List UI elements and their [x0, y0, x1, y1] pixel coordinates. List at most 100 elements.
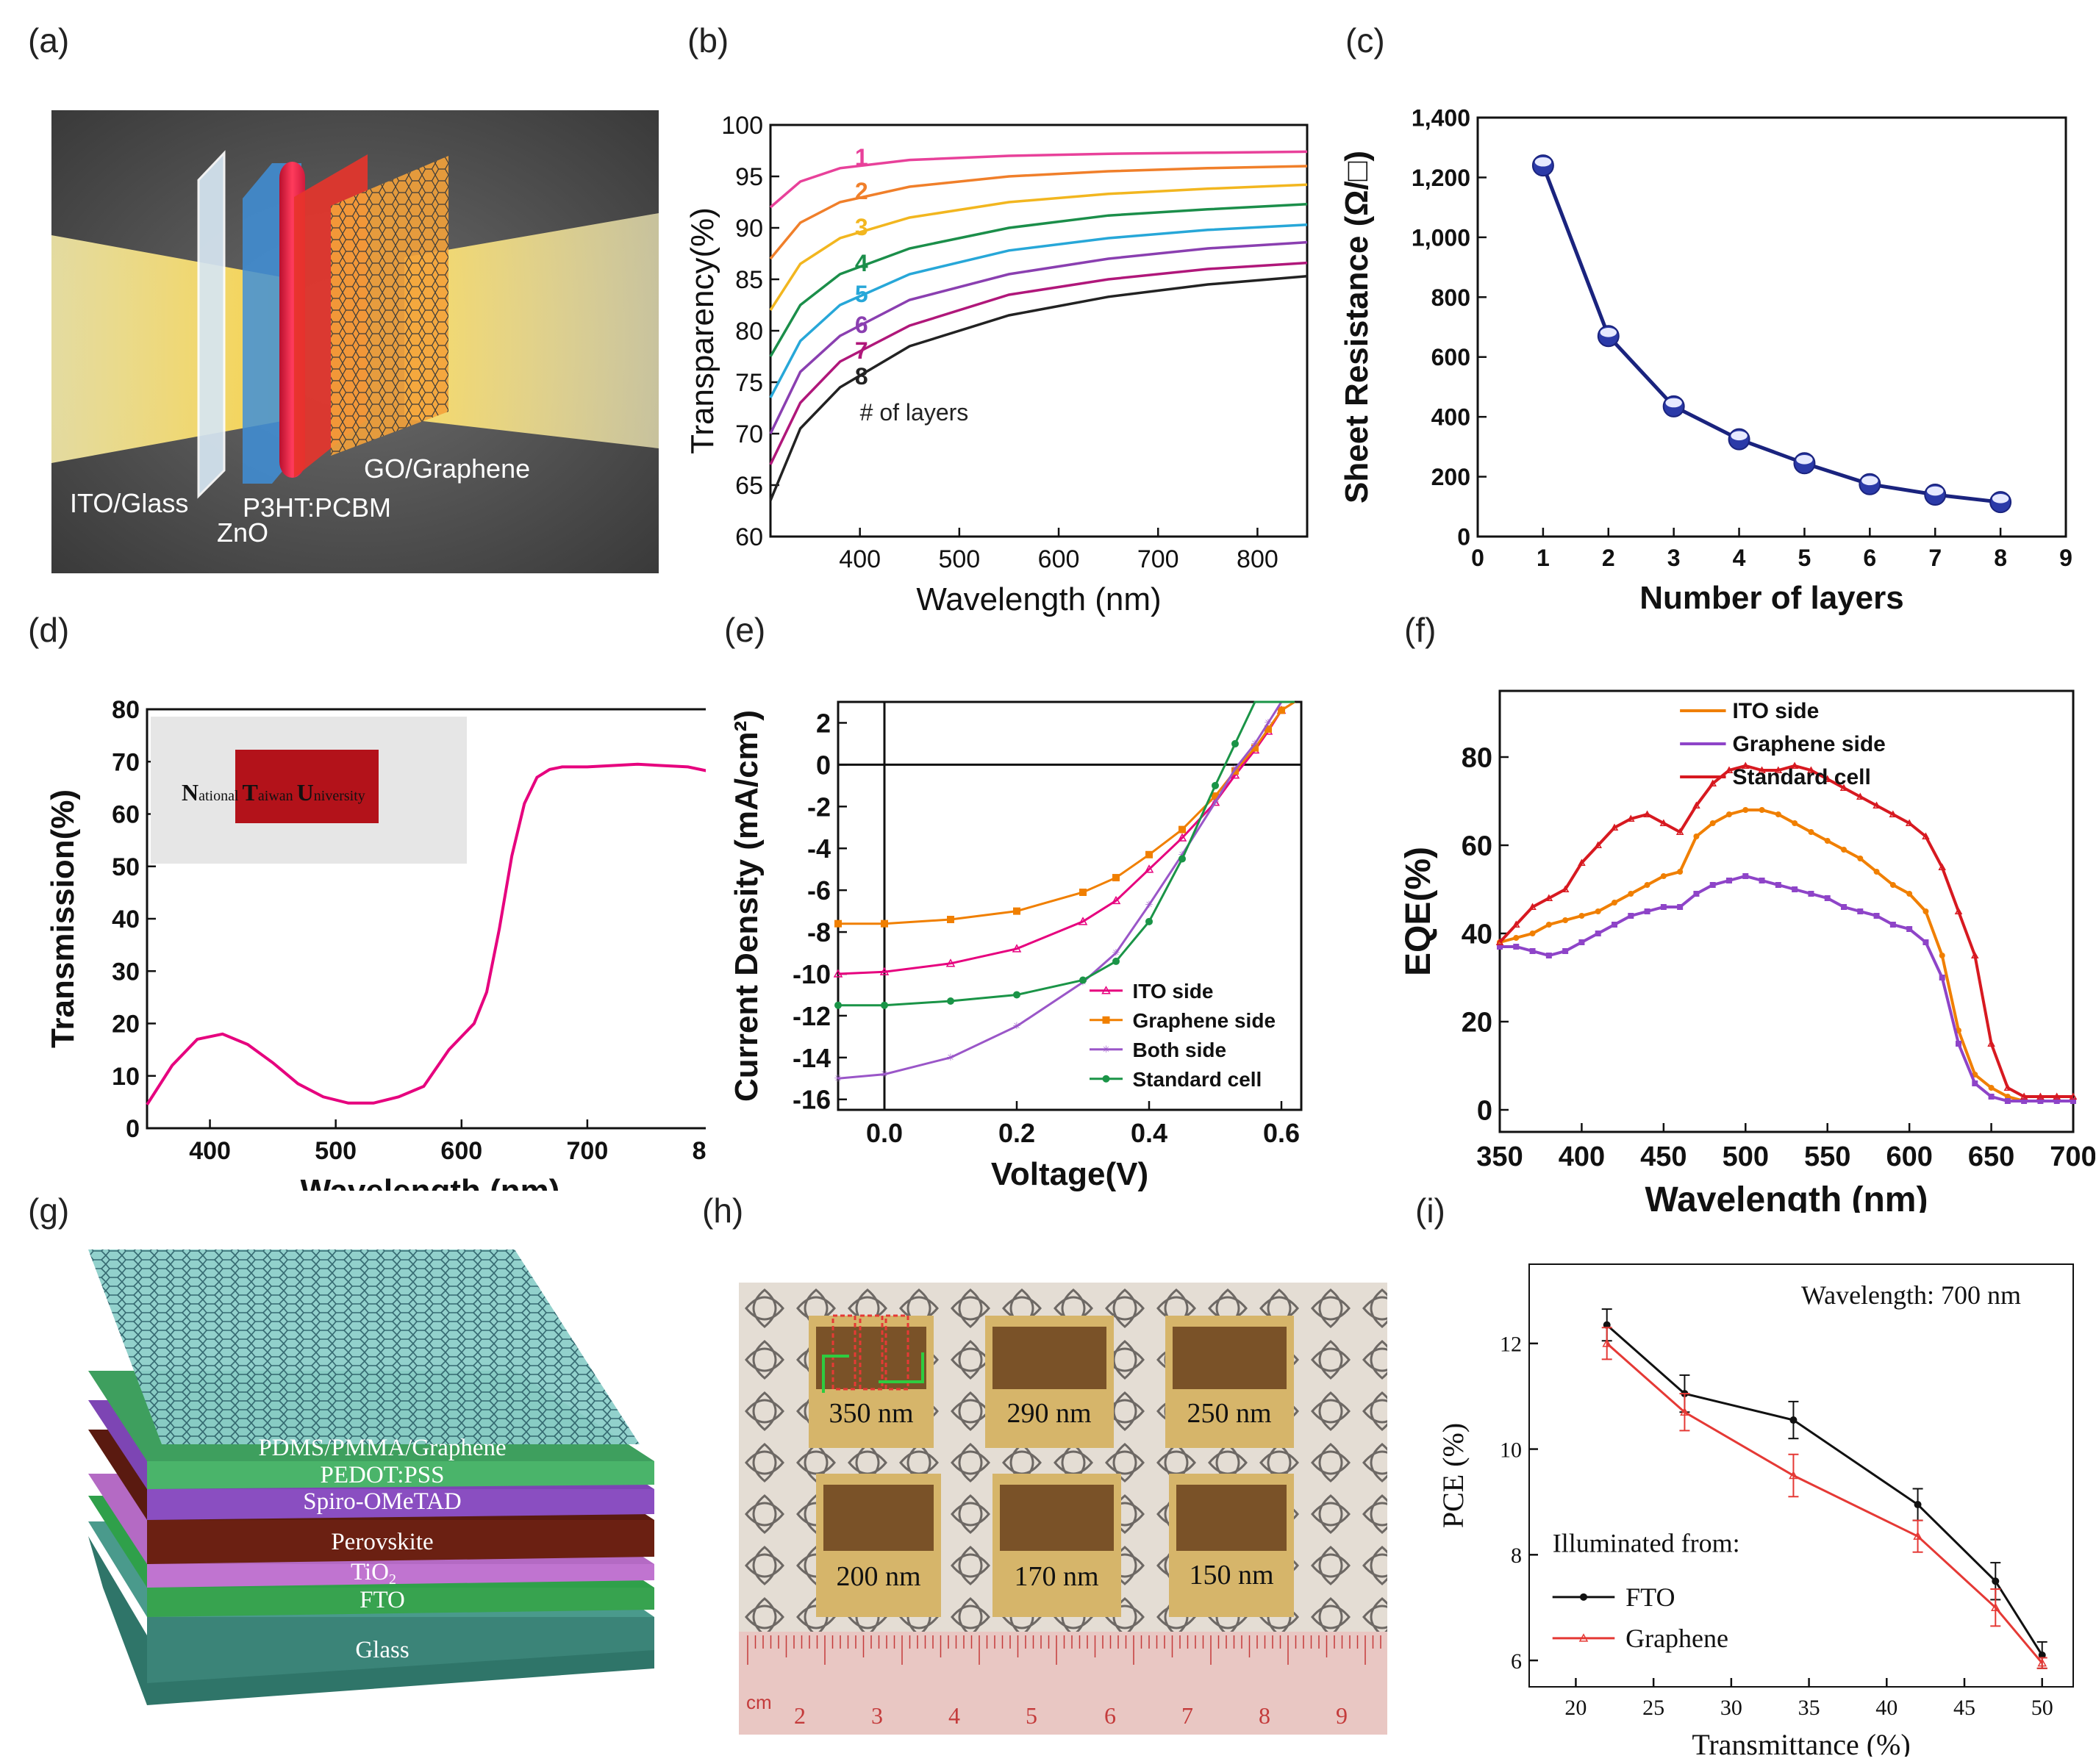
data-point: [1954, 907, 1963, 914]
series-line-FTO: [1606, 1324, 2043, 1656]
data-point: [1742, 873, 1749, 879]
series-label: 1: [855, 144, 868, 171]
data-point: [2069, 1092, 2078, 1100]
y-tick-label: 6: [1511, 1649, 1522, 1674]
y-tick-label: -8: [807, 917, 831, 947]
series-label: 7: [855, 337, 868, 364]
ruler-number: 6: [1104, 1702, 1116, 1729]
plot-group: 0.0 0.2 0.4 0.6 -16 -14 -12 -10 -8 -6 -4 -2 0 2 Voltag…: [729, 700, 1303, 1192]
series-line-Graphene: [1606, 1342, 2043, 1664]
data-point: [1145, 850, 1153, 858]
y-tick-label: 0: [816, 750, 831, 780]
series-line: [1541, 165, 2001, 504]
x-tick-label: 0.0: [866, 1118, 903, 1148]
ito-glass-layer: [197, 150, 226, 499]
data-point: [1529, 948, 1536, 954]
panel-label-b: (b): [687, 21, 729, 60]
x-tick-label: 4: [1733, 545, 1746, 571]
x-tick-label: 500: [1723, 1141, 1769, 1172]
data-point: [1102, 1016, 1110, 1024]
data-point: [1991, 1602, 2000, 1611]
data-point: [1578, 858, 1586, 866]
data-point: [1644, 882, 1650, 888]
x-tick-label: 400: [1559, 1141, 1605, 1172]
data-point: [1939, 975, 1945, 980]
data-point: [1602, 1338, 1612, 1347]
data-point: [1905, 819, 1914, 826]
data-point: [1922, 908, 1929, 914]
data-point: [1178, 855, 1186, 863]
data-point: [1643, 810, 1651, 817]
red-film-sample: [235, 750, 379, 823]
x-tick-label: 0.6: [1263, 1118, 1300, 1148]
series-line-ITO side: [1499, 808, 2073, 1102]
y-tick-label: 30: [112, 958, 140, 986]
series-line-3: [769, 183, 1308, 311]
x-tick-label: 800: [693, 1137, 706, 1165]
chart-c-sheet-resistance: 0 1 2 3 4 5 6 7 8 9 0 200 400 600 800 1,000 1,200 1,400 Nu…: [1339, 105, 2072, 616]
chart-e-jv-curves: 0.0 0.2 0.4 0.6 -16 -14 -12 -10 -8 -6 -4 -2 0 2 Voltag…: [729, 700, 1303, 1192]
ruler-number: 4: [948, 1702, 960, 1729]
data-point: ✳: [947, 1052, 955, 1063]
data-point: [1112, 874, 1120, 882]
series-line-7: [769, 261, 1308, 465]
data-point: ✳: [1231, 763, 1240, 774]
series-line: [146, 762, 706, 1105]
sample-290nm: 290 nm: [985, 1316, 1114, 1448]
data-point: [945, 958, 956, 967]
y-tick-label: 0: [1477, 1096, 1492, 1127]
data-point: [1578, 939, 1585, 945]
data-point: [1839, 784, 1848, 791]
data-point-highlight: [1992, 493, 2009, 503]
x-tick-label: 500: [938, 545, 980, 573]
data-point: [833, 969, 843, 978]
series-label: 4: [855, 250, 868, 276]
panel-g-stack: PDMS/PMMA/Graphene PEDOT:PSS Spiro-OMeTA…: [88, 1250, 654, 1705]
data-point: [1677, 869, 1684, 875]
data-point: [1528, 903, 1537, 910]
data-point: [1988, 1085, 1995, 1091]
data-point: [1495, 938, 1504, 945]
data-point: ✳: [1102, 1044, 1110, 1055]
y-tick-label: -14: [793, 1043, 831, 1073]
x-tick-label: 40: [1875, 1696, 1898, 1720]
glass-layer: [147, 1617, 654, 1683]
data-point: [1792, 820, 1798, 826]
series-line-ITO side: [837, 700, 1295, 975]
data-point: [1177, 833, 1187, 842]
data-point: [1562, 917, 1569, 923]
x-tick-label: 500: [315, 1137, 357, 1165]
data-point: [1595, 908, 1601, 914]
sample-350nm: 350 nm: [809, 1314, 934, 1448]
x-tick-label: 1: [1537, 545, 1550, 571]
fto-layer: [147, 1588, 654, 1617]
data-point: [1873, 801, 1881, 808]
series-line-5: [769, 223, 1308, 398]
spiro-layer: [147, 1489, 654, 1520]
plot-group: 400 500 600 700 800 0 10 20 30 40 50 60 70 80 Waveleng…: [45, 696, 706, 1191]
data-point: [834, 1001, 842, 1009]
y-axis-title: Current Density (mA/cm²): [729, 710, 765, 1102]
data-point: [2070, 1098, 2076, 1104]
label-go-graphene: GO/Graphene: [364, 453, 530, 484]
data-point: [1013, 991, 1020, 999]
data-point: [1873, 869, 1880, 875]
data-point: [879, 967, 890, 975]
x-tick-label: 3: [1667, 545, 1681, 571]
data-point: [1792, 886, 1798, 892]
data-point: [1545, 953, 1552, 958]
data-point: [1660, 904, 1667, 910]
data-point: [1595, 931, 1601, 936]
data-point: [1578, 1633, 1589, 1642]
data-point: [1231, 739, 1239, 747]
data-point: [1971, 951, 1979, 958]
y-tick-label: 70: [735, 420, 763, 448]
data-point: [1956, 1041, 1961, 1047]
svg-text:150 nm: 150 nm: [1189, 1560, 1273, 1591]
y-axis-title: Transmission(%): [45, 789, 81, 1048]
x-tick-label: 0: [1471, 545, 1484, 571]
ruler-number: 3: [871, 1702, 883, 1729]
data-point: [1627, 814, 1635, 822]
data-point: [1675, 828, 1684, 835]
data-point: [1988, 1094, 1995, 1100]
